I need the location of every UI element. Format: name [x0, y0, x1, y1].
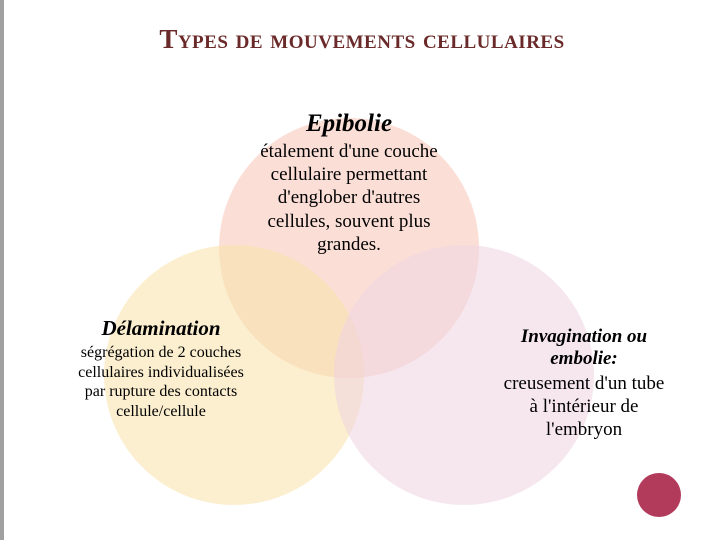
venn-body-top: étalement d'une couche cellulaire permet… [254, 140, 444, 256]
slide: Types de mouvements cellulaires Epibolie… [0, 0, 720, 540]
slide-title: Types de mouvements cellulaires [4, 24, 720, 55]
venn-text-left: Délamination ségrégation de 2 couches ce… [76, 316, 246, 421]
venn-text-top: Epibolie étalement d'une couche cellulai… [254, 110, 444, 256]
accent-dot-icon [637, 473, 681, 517]
venn-body-right: creusement d'un tube à l'intérieur de l'… [499, 372, 669, 442]
venn-body-left: ségrégation de 2 couches cellulaires ind… [76, 343, 246, 421]
venn-heading-top: Epibolie [254, 110, 444, 138]
venn-heading-right: Invagination ou embolie: [499, 326, 669, 370]
venn-text-right: Invagination ou embolie: creusement d'un… [499, 326, 669, 442]
venn-heading-left: Délamination [76, 316, 246, 341]
